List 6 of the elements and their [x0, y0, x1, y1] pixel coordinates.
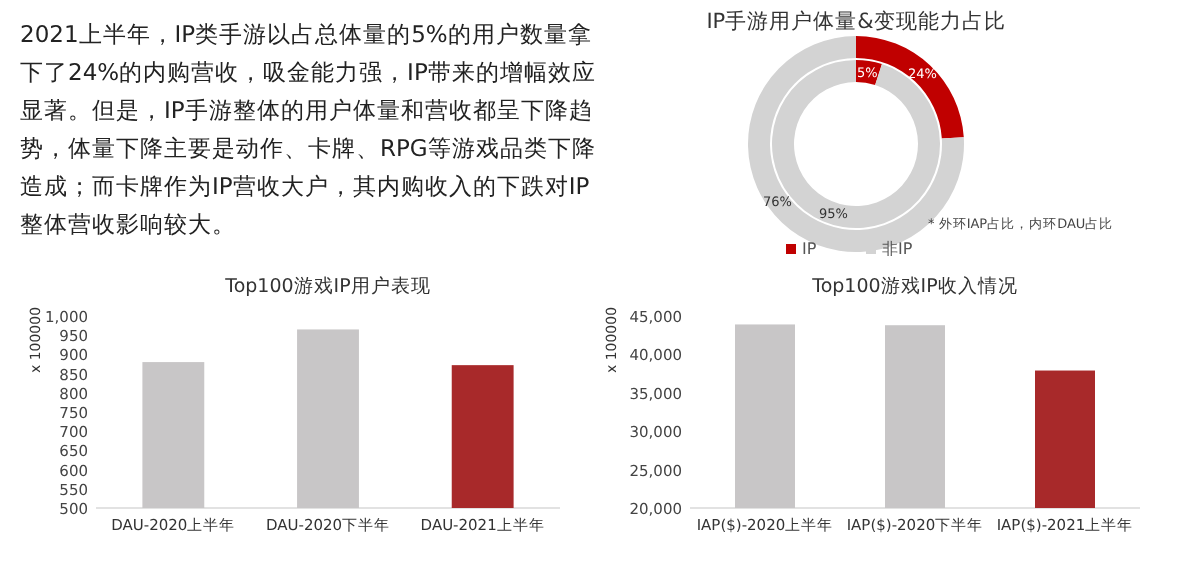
legend-label: 非IP [882, 240, 913, 258]
text: 2021上半年，IP类手游以占总体量的5%的用户数量拿下了24%的内购营收，吸金能力强，IP带来的增幅效应显著。但是，IP手游整体的用户体量和营收都呈下降趋势，体量下降主要是动作、卡牌、RPG等游戏品类下降造成；而卡牌作为IP营收大户，其内购收入的下跌对IP整体营收影响较大。 [20, 18, 596, 242]
chart-title: IP手游用户体量&变现能力占比 [706, 8, 1006, 34]
chart-title: Top100游戏IP收入情况 [810, 274, 1018, 298]
chart-title: Top100游戏IP用户表现 [223, 274, 431, 298]
legend-label: IP [802, 240, 817, 258]
